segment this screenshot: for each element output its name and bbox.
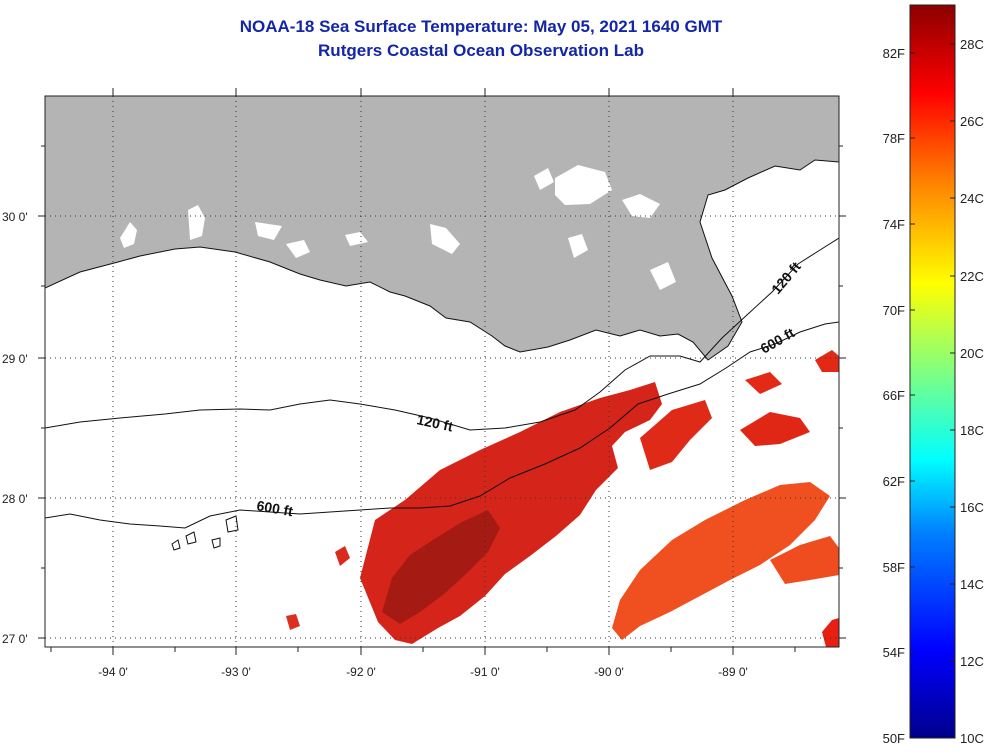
colorbar-f-74: 74F [883, 217, 905, 232]
colorbar-f-50: 50F [883, 731, 905, 746]
map-title: NOAA-18 Sea Surface Temperature: May 05,… [239, 17, 723, 36]
lake-5 [255, 222, 282, 240]
map-frame [44, 95, 840, 648]
colorbar-c-16: 16C [960, 500, 984, 515]
sst-patch-northeast-2 [745, 372, 782, 394]
colorbar-c-12: 12C [960, 654, 984, 669]
lake-3 [120, 222, 137, 248]
colorbar-c-10: 10C [960, 731, 984, 746]
sst-patch-northeast [815, 350, 839, 372]
sst-patch-small-west [335, 546, 350, 566]
lat-label-27: 27 0' [2, 632, 28, 646]
sst-patch-core [382, 510, 500, 624]
lon-label-92: -92 0' [346, 665, 376, 679]
contour-120ft [45, 237, 839, 431]
colorbar-c-28: 28C [960, 37, 984, 52]
colorbar-c-22: 22C [960, 269, 984, 284]
lat-label-28: 28 0' [2, 492, 28, 506]
island-4 [225, 515, 239, 533]
lake-8 [430, 224, 460, 254]
sst-patch-east-2 [740, 412, 810, 446]
colorbar-f-82: 82F [883, 46, 905, 61]
colorbar-c-20: 20C [960, 346, 984, 361]
lake-2 [534, 168, 554, 190]
lake-11 [650, 262, 676, 290]
axis-ticks [38, 88, 846, 655]
graticule [45, 96, 839, 647]
sst-patch-east-orange [770, 536, 839, 584]
colorbar-f-58: 58F [883, 560, 905, 575]
contour-label-600ft-west: 600 ft [255, 497, 294, 519]
contour-label-600ft-east: 600 ft [758, 324, 798, 356]
colorbar-ticks [910, 43, 955, 662]
colorbar-f-62: 62F [883, 474, 905, 489]
contour-600ft [45, 321, 839, 529]
sst-patch-east [640, 400, 712, 470]
lon-label-90: -90 0' [594, 665, 624, 679]
lake-1 [555, 165, 612, 205]
lon-label-93: -93 0' [221, 665, 251, 679]
contour-label-120ft-west: 120 ft [415, 411, 454, 434]
colorbar-c-14: 14C [960, 577, 984, 592]
colorbar-c-18: 18C [960, 423, 984, 438]
colorbar-c-26: 26C [960, 114, 984, 129]
lake-6 [286, 240, 310, 258]
island-1 [171, 539, 181, 551]
lake-9 [568, 234, 588, 258]
colorbar-f-66: 66F [883, 388, 905, 403]
sst-patch-small-south [286, 614, 300, 630]
island-3 [211, 537, 221, 549]
lon-label-89: -89 0' [718, 665, 748, 679]
colorbar [909, 4, 956, 739]
lake-4 [188, 205, 205, 240]
colorbar-f-78: 78F [883, 131, 905, 146]
coastline [45, 159, 839, 361]
colorbar-f-54: 54F [883, 645, 905, 660]
lat-label-29: 29 0' [2, 352, 28, 366]
lon-label-91: -91 0' [470, 665, 500, 679]
lat-label-30: 30 0' [2, 210, 28, 224]
island-2 [185, 531, 197, 545]
sst-patch-corner [822, 618, 839, 647]
lake-10 [622, 194, 660, 218]
sst-patch-southeast-orange [612, 482, 830, 640]
map-subtitle: Rutgers Coastal Ocean Observation Lab [318, 41, 644, 60]
lon-label-94: -94 0' [98, 665, 128, 679]
lake-7 [345, 232, 368, 246]
colorbar-f-70: 70F [883, 303, 905, 318]
colorbar-c-24: 24C [960, 191, 984, 206]
